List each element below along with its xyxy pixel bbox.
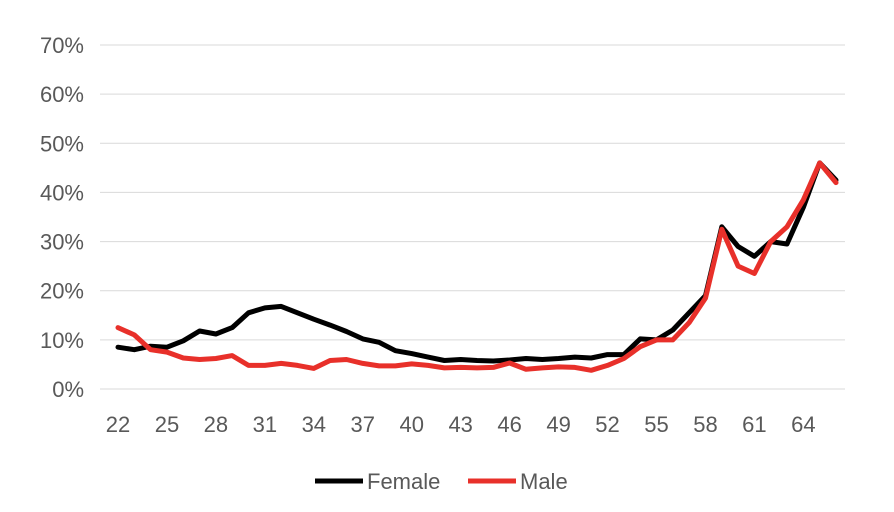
x-tick-label: 43 xyxy=(448,412,472,437)
x-tick-label: 46 xyxy=(497,412,521,437)
x-tick-label: 22 xyxy=(106,412,130,437)
x-tick-label: 49 xyxy=(546,412,570,437)
x-tick-label: 55 xyxy=(644,412,668,437)
x-tick-label: 52 xyxy=(595,412,619,437)
x-tick-label: 34 xyxy=(302,412,326,437)
y-axis-tick-labels: 0% 10% 20% 30% 40% 50% 60% 70% xyxy=(40,33,84,402)
x-axis-tick-labels: 22 25 28 31 34 37 40 43 46 49 52 55 58 61 64 xyxy=(106,412,816,437)
y-tick-label: 50% xyxy=(40,131,84,156)
x-tick-label: 28 xyxy=(204,412,228,437)
x-tick-label: 37 xyxy=(351,412,375,437)
legend: Female Male xyxy=(315,469,568,494)
legend-label-female: Female xyxy=(367,469,440,494)
y-tick-label: 20% xyxy=(40,279,84,304)
series-line-male xyxy=(115,160,839,373)
y-tick-label: 40% xyxy=(40,180,84,205)
series-lines xyxy=(115,160,839,373)
legend-label-male: Male xyxy=(520,469,568,494)
y-tick-label: 10% xyxy=(40,328,84,353)
gridlines xyxy=(100,44,845,390)
x-tick-label: 64 xyxy=(791,412,815,437)
y-tick-label: 60% xyxy=(40,82,84,107)
x-tick-label: 58 xyxy=(693,412,717,437)
x-tick-label: 31 xyxy=(253,412,277,437)
y-tick-label: 30% xyxy=(40,230,84,255)
x-tick-label: 61 xyxy=(742,412,766,437)
x-tick-label: 40 xyxy=(399,412,423,437)
y-tick-label: 70% xyxy=(40,33,84,58)
y-tick-label: 0% xyxy=(52,377,84,402)
x-tick-label: 25 xyxy=(155,412,179,437)
